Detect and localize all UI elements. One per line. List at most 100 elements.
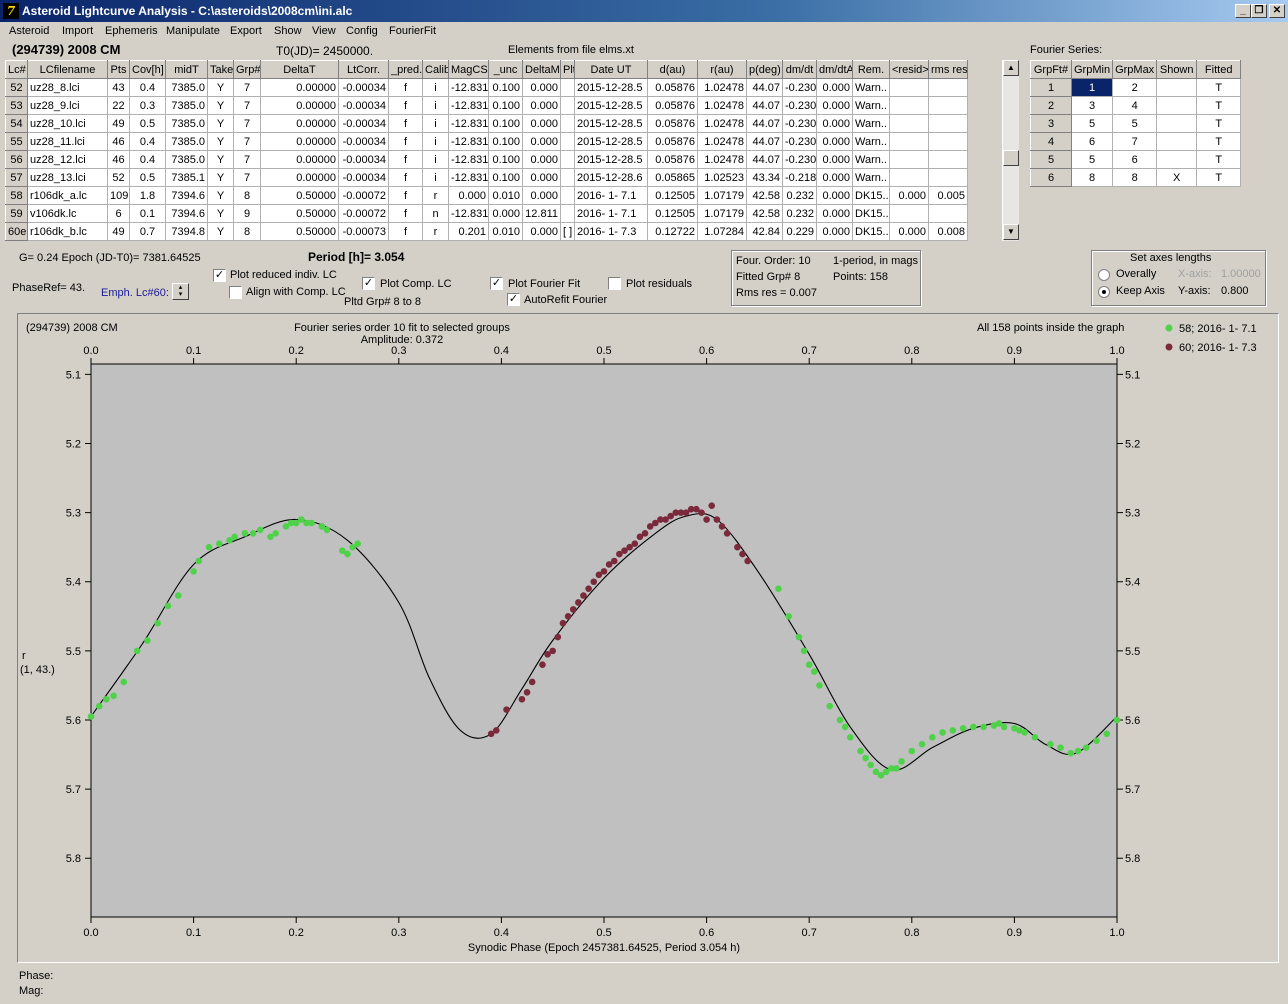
table-cell[interactable]: 7	[233, 96, 261, 115]
table-cell[interactable]: r	[422, 222, 449, 241]
table-cell[interactable]: 0.100	[488, 96, 523, 115]
table-cell[interactable]: f	[388, 204, 423, 223]
table-cell[interactable]: 1.02478	[697, 78, 747, 97]
column-header[interactable]: d(au)	[647, 60, 698, 79]
fourier-column-header[interactable]: GrpMax	[1112, 60, 1158, 79]
table-row[interactable]: 53 uz28_9.lci 22 0.3 7385.0 Y 7 0.00000 -0.00034…	[5, 96, 968, 115]
table-cell[interactable]: 0.05876	[647, 78, 698, 97]
table-cell[interactable]: 0.000	[522, 150, 561, 169]
table-cell[interactable]: 0.3	[129, 96, 166, 115]
table-cell[interactable]: 2016- 1- 7.1	[574, 186, 648, 205]
table-cell[interactable]	[928, 150, 968, 169]
minimize-button[interactable]: _	[1235, 4, 1251, 18]
table-cell[interactable]: -12.831	[448, 96, 489, 115]
table-cell[interactable]: uz28_10.lci	[27, 114, 108, 133]
table-cell[interactable]: Warn..	[852, 96, 890, 115]
column-header[interactable]: LtCorr.	[338, 60, 389, 79]
table-cell[interactable]: 0.05865	[647, 168, 698, 187]
fourier-column-header[interactable]: Shown	[1156, 60, 1198, 79]
table-cell[interactable]: i	[422, 96, 449, 115]
table-cell[interactable]: 0.000	[816, 222, 853, 241]
table-cell[interactable]: 0.008	[928, 222, 968, 241]
maximize-button[interactable]: ❐	[1251, 4, 1267, 18]
table-cell[interactable]: -0.00072	[338, 186, 389, 205]
table-cell[interactable]: 1.02478	[697, 132, 747, 151]
fourier-cell[interactable]: 6	[1112, 150, 1158, 169]
fourier-cell[interactable]: 5	[1070, 114, 1114, 133]
table-scrollbar[interactable]: ▲ ▼	[1002, 60, 1019, 241]
table-cell[interactable]: r	[422, 186, 449, 205]
scroll-down-button[interactable]: ▼	[1003, 224, 1019, 240]
column-header[interactable]: dm/dt	[782, 60, 817, 79]
table-cell[interactable]: 0.010	[488, 186, 523, 205]
column-header[interactable]: midT	[165, 60, 208, 79]
table-cell[interactable]: 0.00000	[260, 96, 339, 115]
column-header[interactable]: Date UT	[574, 60, 648, 79]
table-cell[interactable]: 0.000	[889, 222, 929, 241]
table-cell[interactable]: Y	[207, 150, 234, 169]
menu-view[interactable]: View	[312, 25, 336, 37]
table-cell[interactable]: 0.000	[522, 222, 561, 241]
table-cell[interactable]: f	[388, 150, 423, 169]
table-cell[interactable]: 0.010	[488, 222, 523, 241]
table-cell[interactable]: 1.02478	[697, 114, 747, 133]
table-cell[interactable]: 0.50000	[260, 186, 339, 205]
table-cell[interactable]: 0.50000	[260, 222, 339, 241]
table-cell[interactable]	[560, 114, 575, 133]
table-row[interactable]: 58 r106dk_a.lc 109 1.8 7394.6 Y 8 0.50000 -0.000…	[5, 186, 968, 205]
table-cell[interactable]: 2015-12-28.6	[574, 168, 648, 187]
table-cell[interactable]: 7385.0	[165, 150, 208, 169]
table-cell[interactable]: 0.000	[816, 132, 853, 151]
table-cell[interactable]: 0.05876	[647, 132, 698, 151]
autorefit-checkbox[interactable]: ✓	[507, 293, 520, 306]
table-cell[interactable]: 0.000	[522, 168, 561, 187]
table-cell[interactable]: -0.00034	[338, 132, 389, 151]
table-cell[interactable]: uz28_9.lci	[27, 96, 108, 115]
table-cell[interactable]	[889, 150, 929, 169]
table-cell[interactable]: 0.000	[522, 132, 561, 151]
table-cell[interactable]	[928, 78, 968, 97]
fourier-row-header[interactable]: 3	[1030, 114, 1072, 133]
fourier-cell[interactable]: 5	[1112, 114, 1158, 133]
table-cell[interactable]: 42.84	[746, 222, 783, 241]
fourier-column-header[interactable]: GrpFt#	[1030, 60, 1072, 79]
table-cell[interactable]	[560, 186, 575, 205]
table-row[interactable]: 59 v106dk.lc 6 0.1 7394.6 Y 9 0.50000 -0.00072 f n…	[5, 204, 968, 223]
table-cell[interactable]: 0.00000	[260, 150, 339, 169]
table-cell[interactable]: f	[388, 168, 423, 187]
table-cell[interactable]: i	[422, 150, 449, 169]
fourier-column-header[interactable]: GrpMin	[1070, 60, 1114, 79]
fourier-row-header[interactable]: 1	[1030, 78, 1072, 97]
menu-ephemeris[interactable]: Ephemeris	[105, 25, 158, 37]
column-header[interactable]: Plt	[560, 60, 575, 79]
table-cell[interactable]: 1.07179	[697, 204, 747, 223]
keep-axis-radio[interactable]	[1098, 286, 1110, 298]
table-cell[interactable]: 0.05876	[647, 150, 698, 169]
emph-lc-spinner[interactable]: ▴ ▾	[172, 283, 189, 300]
table-cell[interactable]: 1.02478	[697, 96, 747, 115]
close-button[interactable]: ✕	[1269, 4, 1285, 18]
table-cell[interactable]: 0.00000	[260, 168, 339, 187]
table-cell[interactable]: i	[422, 114, 449, 133]
table-cell[interactable]: 7394.6	[165, 204, 208, 223]
table-row[interactable]: 54 uz28_10.lci 49 0.5 7385.0 Y 7 0.00000 -0.0003…	[5, 114, 968, 133]
y-axis-value[interactable]: 0.800	[1221, 285, 1249, 297]
table-cell[interactable]: -0.218	[782, 168, 817, 187]
table-cell[interactable]: 0.00000	[260, 78, 339, 97]
table-cell[interactable]: 8	[233, 186, 261, 205]
table-cell[interactable]: 0.12505	[647, 204, 698, 223]
table-cell[interactable]: r106dk_a.lc	[27, 186, 108, 205]
table-cell[interactable]	[889, 78, 929, 97]
plot-residuals-checkbox[interactable]	[608, 277, 621, 290]
table-cell[interactable]: -0.230	[782, 150, 817, 169]
table-cell[interactable]: 46	[107, 150, 130, 169]
column-header[interactable]: MagCS	[448, 60, 489, 79]
table-cell[interactable]: 0.100	[488, 78, 523, 97]
table-cell[interactable]: Warn..	[852, 132, 890, 151]
scroll-thumb[interactable]	[1003, 150, 1019, 166]
table-cell[interactable]: 7385.0	[165, 132, 208, 151]
table-cell[interactable]: 2015-12-28.5	[574, 96, 648, 115]
table-cell[interactable]: 0.000	[522, 186, 561, 205]
